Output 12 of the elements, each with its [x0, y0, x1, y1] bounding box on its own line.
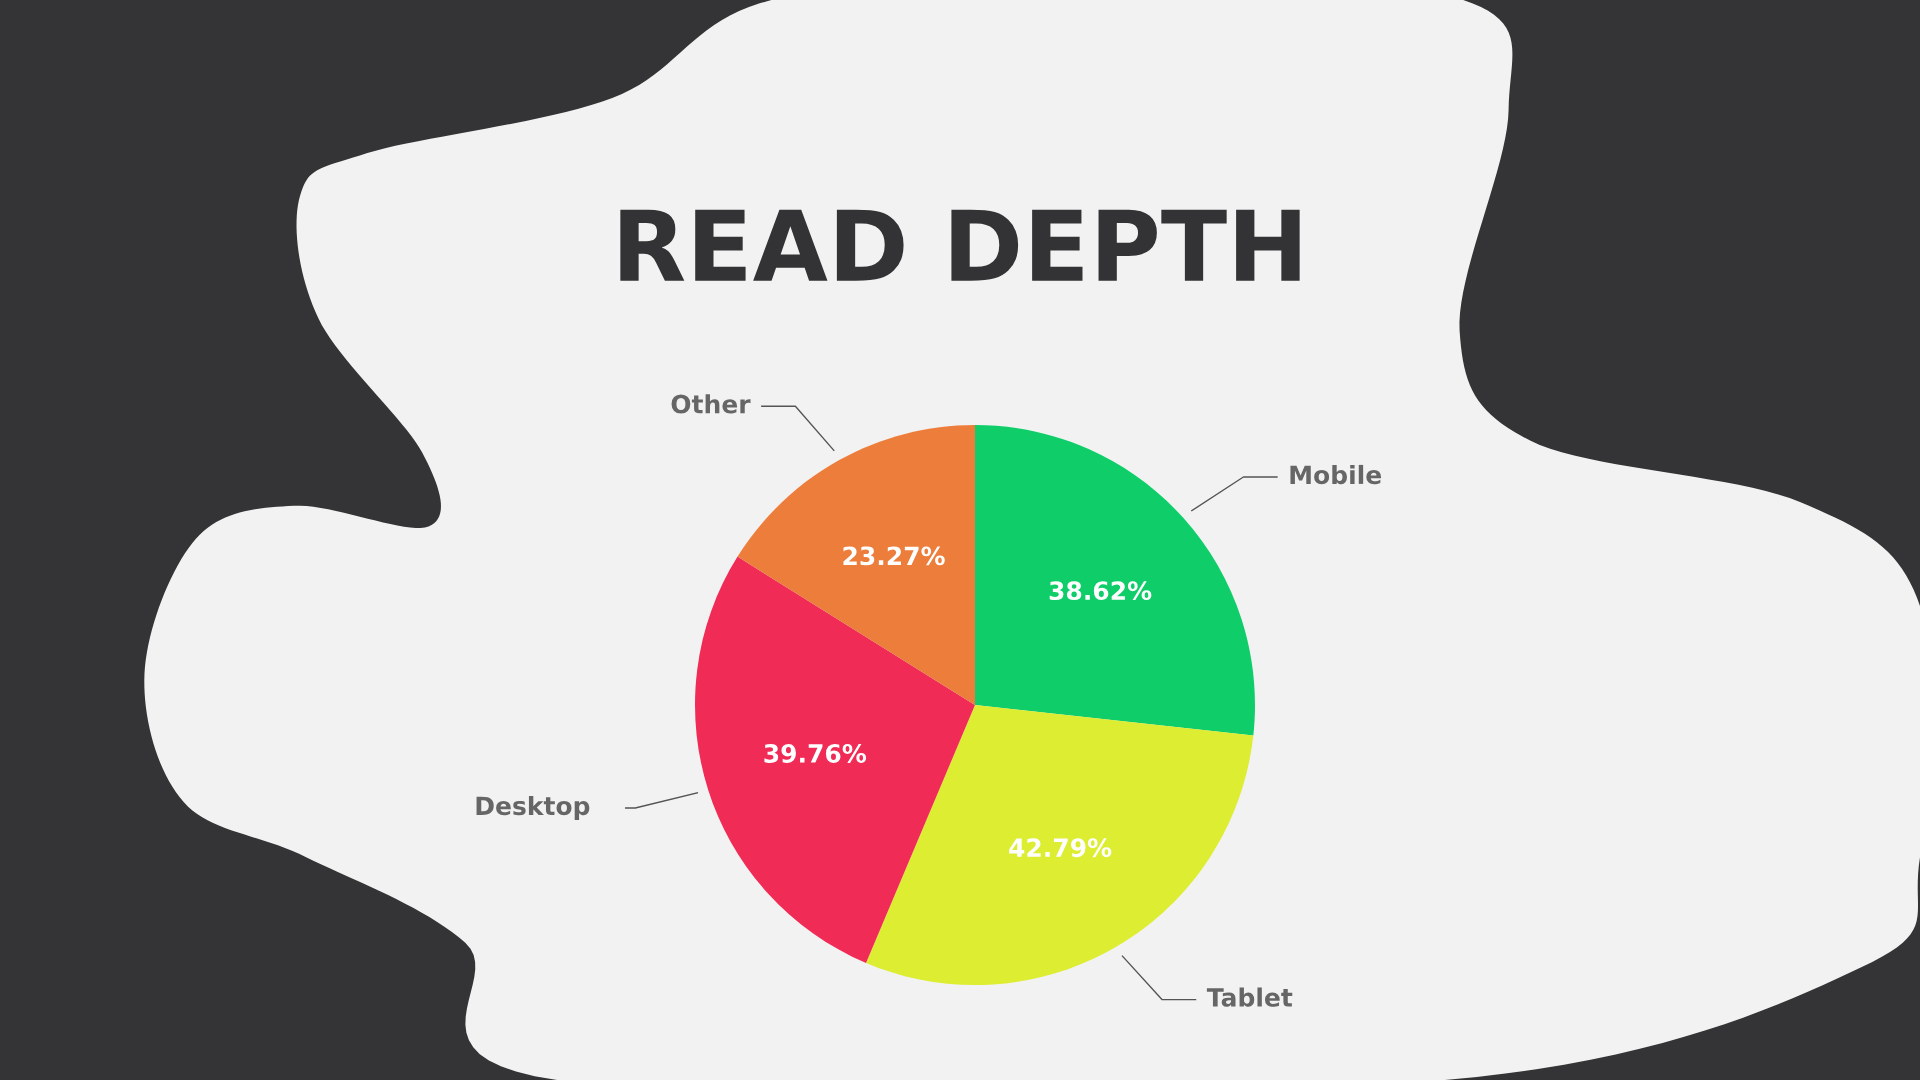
slice-label: Mobile — [1290, 464, 1381, 485]
data-label: 42.79% — [1009, 838, 1112, 858]
data-label: 23.27% — [843, 546, 945, 566]
data-label: 38.62% — [1049, 581, 1152, 601]
pie-slice — [737, 425, 975, 705]
slice-label: Tablet — [1206, 987, 1293, 1007]
slice-label: Desktop — [476, 795, 590, 821]
chart-title: READ DEPTH — [620, 209, 1300, 281]
pie-slice — [866, 705, 1254, 985]
slice-label: Other — [671, 394, 751, 414]
data-label: 39.76% — [764, 743, 867, 763]
pie-slice — [975, 425, 1255, 736]
